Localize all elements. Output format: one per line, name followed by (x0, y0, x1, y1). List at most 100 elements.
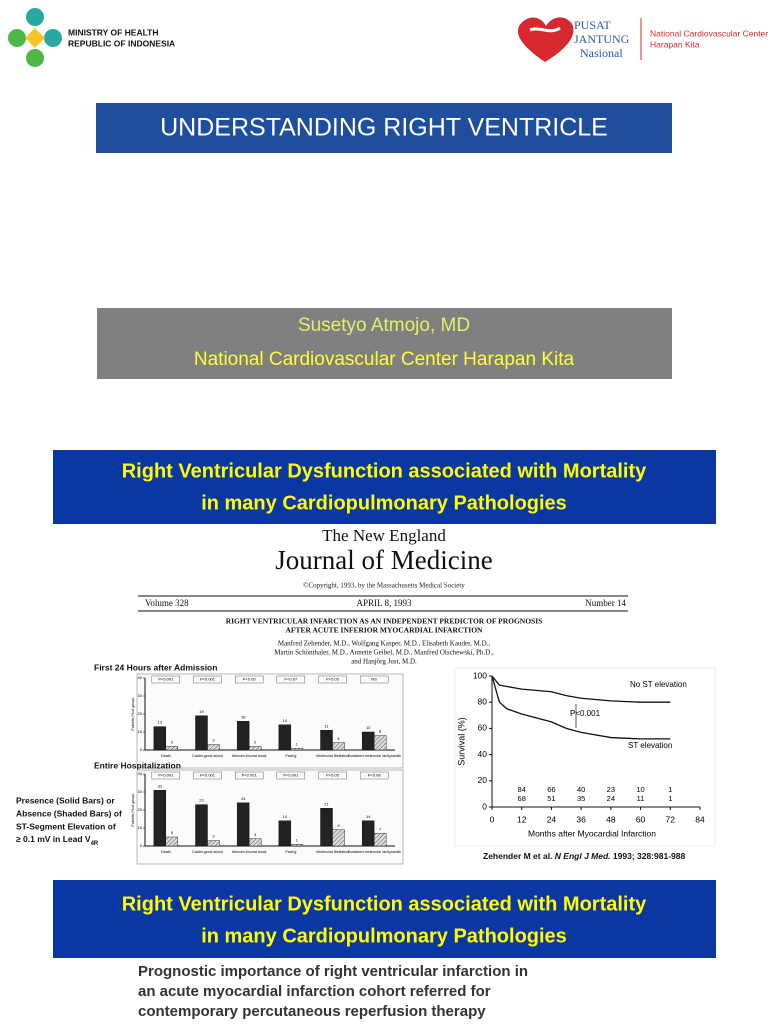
y-tick-label: 0 (140, 747, 143, 752)
value-label: 8 (379, 729, 382, 734)
value-label: 7 (379, 826, 382, 831)
y-axis-label: Survival (%) (456, 717, 466, 766)
p-value: P<0.05 (326, 677, 340, 682)
y-tick-label: 80 (478, 696, 488, 706)
y-tick-label: 20 (138, 807, 143, 812)
author: Susetyo Atmojo, MD (298, 315, 470, 336)
logo-text: REPUBLIC OF INDONESIA (68, 38, 175, 48)
survival-curve (491, 675, 671, 703)
shaded-bar (290, 844, 304, 847)
x-axis-label: Months after Myocardial Infarction (528, 828, 656, 838)
panel-frame (136, 673, 404, 769)
y-axis-label: Patients (% of group) (131, 794, 135, 827)
shaded-bar (290, 748, 304, 751)
y-tick-label: 40 (478, 749, 488, 759)
solid-bar (278, 724, 292, 751)
title-box (96, 103, 672, 153)
citation-details: 1993; 328:981-988 (611, 851, 686, 861)
at-risk: 11 (637, 794, 645, 803)
shaded-bar (207, 840, 220, 847)
solid-bar (361, 820, 375, 847)
curve-label: ST elevation (628, 741, 672, 750)
at-risk: 84 (518, 785, 526, 794)
p-value: P<0.001 (283, 773, 299, 778)
p-value: P<0.08 (368, 773, 382, 778)
solid-bar (153, 726, 167, 751)
value-label: 14 (283, 718, 288, 723)
y-tick-label: 20 (478, 775, 488, 785)
value-label: 2 (171, 739, 174, 744)
bar-figure: First 24 Hours after Admission Patients (… (94, 662, 404, 865)
p-box (151, 771, 181, 780)
shaded-bar (248, 838, 262, 847)
p-value: NS (371, 677, 377, 682)
value-label: 3 (212, 834, 215, 839)
p-value: P<0.07 (284, 677, 298, 682)
x-tick-label: 60 (636, 814, 646, 824)
date: APRIL 8, 1993 (357, 598, 412, 608)
at-risk: 1 (668, 785, 672, 794)
legend-text: ST-Segment Elevation of (16, 821, 116, 831)
article-title: contemporary percutaneous reperfusion th… (138, 1003, 486, 1020)
slide-heading: in many Cardiopulmonary Pathologies (201, 925, 567, 947)
survival-curve (491, 675, 671, 740)
x-tick-label: 36 (576, 814, 586, 824)
p-value: P<0.001 (158, 677, 174, 682)
copyright: ©Copyright, 1993, by the Massachusetts M… (303, 582, 465, 590)
journal-name: The New England (322, 526, 446, 545)
value-label: 4 (337, 736, 340, 741)
logo-text: Nasional (580, 46, 623, 60)
value-label: 10 (366, 725, 371, 730)
value-label: 4 (254, 832, 257, 837)
article-title: AFTER ACUTE INFERIOR MYOCARDIAL INFARCTI… (286, 626, 484, 635)
p-value: P<0.05 (326, 773, 340, 778)
p-value: P<0.001 (158, 773, 174, 778)
annotation: P<0.001 (570, 709, 601, 718)
legend-text: Absence (Shaded Bars) of (16, 808, 122, 818)
at-risk: 10 (636, 785, 644, 794)
logo-text: MINISTRY OF HEALTH (68, 27, 159, 37)
value-label: 2 (254, 739, 257, 744)
citation-journal: N Engl J Med. (555, 851, 611, 861)
solid-bar (195, 715, 208, 751)
logo-text: Harapan Kita (650, 39, 700, 49)
solid-bar (195, 804, 208, 847)
article-title: Prognostic importance of right ventricul… (138, 963, 528, 980)
citation: Zehender M et al. N Engl J Med. 1993; 32… (483, 851, 685, 861)
category-label: Cardio-genic shock (192, 850, 223, 854)
citation-authors: Zehender M et al. (483, 851, 555, 861)
at-risk: 68 (518, 794, 526, 803)
pjn-logo (517, 17, 574, 62)
authors: Manfred Zehender, M.D., Wolfgang Kasper,… (278, 640, 491, 648)
p-value: P<0.001 (200, 677, 216, 682)
journal-name: Journal of Medicine (275, 545, 492, 575)
slide-heading: Right Ventricular Dysfunction associated… (122, 893, 647, 915)
authors: Martin Schönthaler, M.D., Annette Geibel… (274, 649, 494, 657)
x-tick-label: 12 (517, 814, 527, 824)
p-box (318, 771, 347, 780)
p-box (193, 675, 222, 684)
category-label: Atrioven-tricular block (232, 754, 267, 758)
p-box (359, 771, 389, 780)
category-label: Death (161, 850, 171, 854)
authors: and Hanjörg Just, M.D. (351, 658, 417, 666)
value-label: 14 (283, 814, 288, 819)
y-tick-label: 100 (473, 670, 487, 680)
shaded-bar (165, 836, 179, 847)
curve-label: No ST elevation (630, 680, 687, 689)
shaded-bar (332, 829, 345, 847)
author-box (97, 308, 672, 379)
x-tick-label: 84 (695, 814, 705, 824)
p-box (234, 675, 264, 684)
category-label: Cardio-genic shock (192, 754, 223, 758)
heading-box (53, 450, 716, 524)
category-label: Sustained ventricular tachycardia (348, 754, 401, 758)
y-tick-label: 30 (138, 789, 143, 794)
shaded-bar (248, 746, 262, 751)
category-label: Death (161, 754, 171, 758)
solid-bar (236, 721, 250, 751)
article-title: an acute myocardial infarction cohort re… (138, 983, 491, 1000)
p-box (234, 771, 264, 780)
solid-bar (278, 820, 292, 847)
volume: Volume 328 (145, 598, 189, 608)
